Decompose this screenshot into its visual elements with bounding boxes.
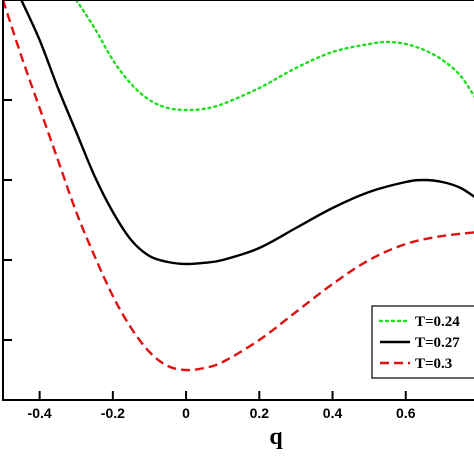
- legend-label-3: T=0.3: [415, 356, 452, 372]
- x-axis-ticks: -0.4-0.200.20.40.60: [28, 391, 416, 421]
- y-axis-ticks: [3, 99, 12, 341]
- series-line-2: [20, 0, 474, 266]
- legend-label-1: T=0.24: [415, 314, 460, 330]
- x-tick-label: -0.2: [101, 405, 125, 421]
- x-tick-label: 0.6: [396, 405, 416, 421]
- plot-area: [3, 0, 474, 372]
- series-line-3: [3, 0, 474, 372]
- x-tick-label: 0.4: [323, 405, 343, 421]
- legend: T=0.24 T=0.27 T=0.3: [371, 305, 474, 379]
- x-tick-label: 0.2: [250, 405, 270, 421]
- legend-label-2: T=0.27: [415, 335, 460, 351]
- x-tick-label: -0.4: [28, 405, 52, 421]
- series-line-1: [75, 0, 474, 112]
- x-tick-label: 0: [182, 405, 190, 421]
- x-axis-title: q: [269, 424, 283, 450]
- plot-frame: [2, 0, 474, 401]
